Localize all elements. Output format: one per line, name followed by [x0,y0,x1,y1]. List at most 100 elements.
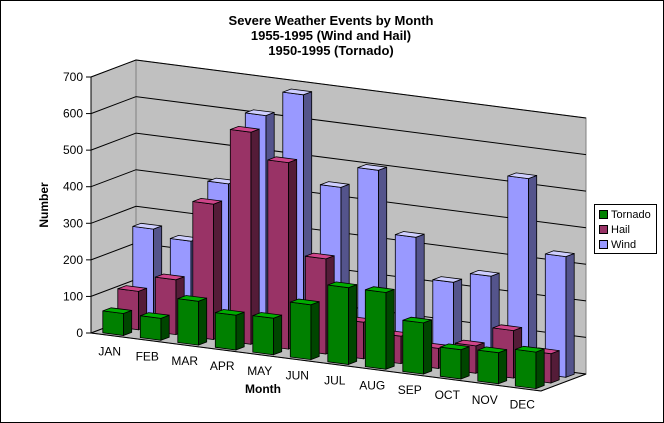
y-tick-label: 100 [63,289,83,303]
wind-bar-top [282,88,312,96]
hail-bar-top [155,273,185,281]
tornado-bar-side [123,309,133,337]
tornado-bar [252,315,274,356]
tornado-bar-side [160,314,170,341]
legend-item: Tornado [599,207,656,222]
tornado-bar-top [477,346,507,354]
tornado-bar-top [290,298,320,306]
gridline [90,96,587,156]
wind-bar-top [320,181,350,188]
wind-bar-top [357,164,387,171]
y-tick-label: 300 [63,216,83,230]
tornado-bar-side [347,284,358,366]
wind-bar-top [245,109,275,117]
gridline [90,205,587,265]
tornado-bar-side [535,348,545,390]
legend-item: Wind [599,237,656,252]
tornado-bar-top [102,307,132,314]
tornado-bar [439,346,462,380]
tornado-bar [514,348,537,390]
tornado-bar-top [177,295,207,302]
hail-bar-top [455,339,485,347]
wind-bar-top [132,222,162,230]
x-tick-label: AUG [359,378,385,392]
wind-bar-top [470,269,500,277]
tornado-bar [139,315,162,341]
tornado-bar-side [460,346,470,380]
x-tick-label: SEP [398,383,422,397]
x-tick-label: MAY [247,364,272,378]
tornado-bar-side [197,297,208,346]
hail-bar-side [250,128,260,345]
x-tick-label: JUL [324,373,346,387]
tornado-bar-top [440,343,470,351]
x-axis-title: Month [245,382,281,396]
legend-label: Tornado [611,208,651,221]
hail-bar-top [117,285,147,292]
x-tick-label: DEC [510,398,536,412]
wind-bar-top [507,172,537,180]
tornado-bar-top [327,281,357,289]
tornado-bar-top [140,312,170,319]
tornado-bar [102,310,124,336]
hail-bar-top [267,156,297,164]
legend-item: Hail [599,222,656,237]
hail-bar-side [550,350,560,384]
legend-swatch [599,210,608,219]
wind-bar-side [565,252,575,378]
gridline [90,132,587,192]
wind-bar-top [545,250,575,258]
legend-label: Wind [611,238,637,251]
tornado-bar-top [215,309,245,316]
wind-bar-top [432,276,462,283]
chart-title: Severe Weather Events by Month 1955-1995… [161,13,501,58]
wind-bar-top [395,231,425,238]
tornado-bar-side [497,349,508,385]
tornado-bar [289,301,312,361]
tornado-bar-side [385,288,395,370]
chart-title-line-1: Severe Weather Events by Month [228,13,434,28]
x-tick-label: NOV [472,393,498,407]
tornado-bar-side [272,314,283,356]
y-tick-label: 600 [63,107,83,121]
tornado-bar-top [365,286,395,293]
tornado-bar [477,349,499,385]
x-tick-label: JAN [98,344,121,358]
tornado-bar [214,312,237,351]
tornado-bar-side [422,319,433,375]
x-tick-label: OCT [435,388,461,402]
tornado-bar [402,319,424,375]
legend-swatch [599,240,608,249]
tornado-bar [327,284,349,365]
y-tick-label: 0 [76,326,83,340]
tornado-bar-top [515,345,545,353]
x-tick-label: JUN [286,369,309,383]
gridline [90,169,587,229]
y-tick-label: 400 [63,180,83,194]
gridline [90,59,587,119]
legend-label: Hail [611,223,630,236]
y-tick-label: 500 [63,143,83,157]
hail-bar-top [492,324,522,332]
hail-bar-top [192,197,222,205]
x-tick-label: MAR [171,354,198,368]
tornado-bar-side [235,311,245,351]
x-tick-label: FEB [136,349,159,363]
y-tick-label: 200 [63,253,83,267]
tornado-bar [177,298,199,346]
hail-bar-top [230,125,260,133]
tornado-bar-top [402,316,432,324]
wind-bar-side [528,174,538,374]
tornado-bar [364,289,387,370]
x-tick-label: APR [210,359,235,373]
x-axis-line [90,332,587,392]
legend-swatch [599,225,608,234]
chart-title-line-3: 1950-1995 (Tornado) [268,43,394,58]
chart-title-line-2: 1955-1995 (Wind and Hail) [250,28,412,43]
hail-bar-top [305,252,335,260]
y-axis-title: Number [37,182,51,228]
legend: Tornado Hail Wind [594,204,657,254]
tornado-bar-side [310,301,320,361]
